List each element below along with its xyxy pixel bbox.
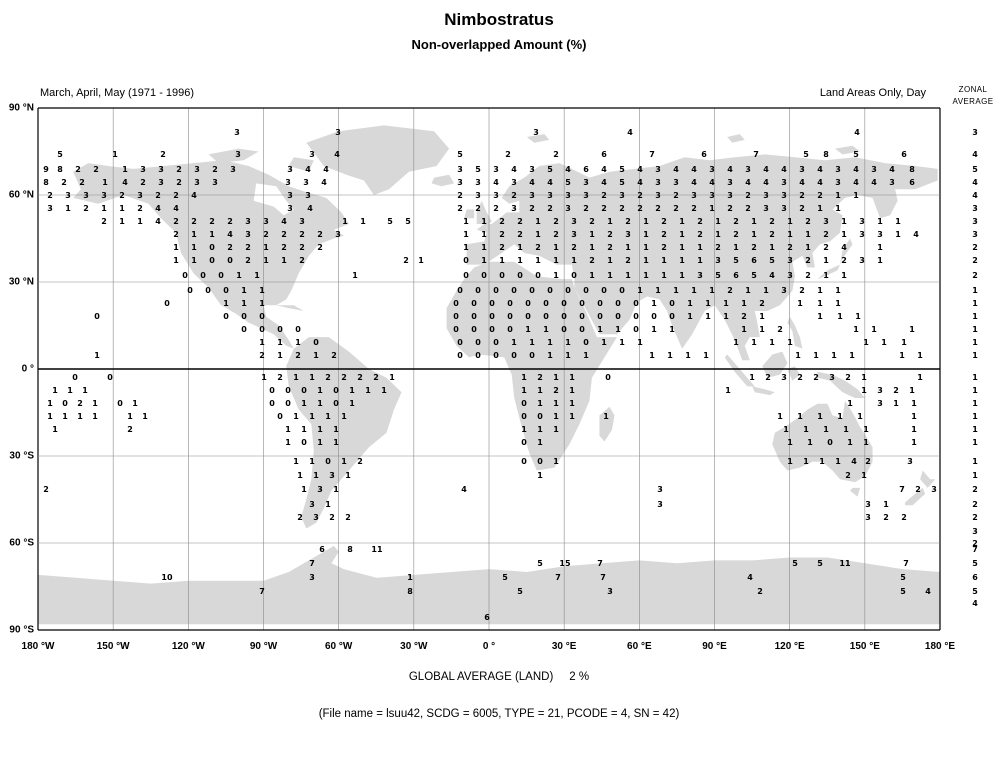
page-subtitle: Non-overlapped Amount (%) [411,37,587,52]
landmass-madagascar [599,406,615,442]
y-tick-label: 0 ° [21,363,34,375]
zonal-header-line2: AVERAGE [952,96,994,106]
file-info-line: (File name = lsuu42, SCDG = 6005, TYPE =… [318,708,680,720]
landmass-iceland [431,174,455,187]
y-tick-label: 30 °S [9,450,34,462]
zonal-header-line1: ZONAL [958,85,988,94]
x-tick-label: 150 °W [96,641,130,652]
landmass-java [752,386,775,396]
y-tick-label: 30 °N [8,276,34,288]
landmass-arctic-islands-2 [288,157,314,172]
landmass-sumatra [724,354,755,387]
x-tick-label: 90 °E [702,641,727,652]
landmass-new-siberian [834,145,861,155]
scope-label: Land Areas Only, Day [819,87,926,99]
landmass-north-america [73,160,349,349]
landmass-new-zealand-north [920,470,936,488]
x-tick-label: 60 °E [627,641,652,652]
x-tick-label: 150 °E [849,641,880,652]
landmass-borneo [762,351,788,378]
landmass-japan [817,238,853,280]
landmass-new-zealand-south [905,487,926,506]
global-average-label: GLOBAL AVERAGE (LAND) [408,671,554,683]
global-average-line: GLOBAL AVERAGE (LAND) 2 % [0,671,998,683]
x-tick-label: 30 °W [400,641,428,652]
x-tick-label: 30 °E [551,641,577,652]
x-tick-label: 90 °W [249,641,278,652]
landmass-new-guinea [817,371,866,398]
y-tick-label: 90 °N [8,102,34,114]
page-title: Nimbostratus [444,10,554,29]
landmass-cuba [276,305,304,311]
map-gridlines [37,107,941,631]
landmass-svalbard [526,134,550,143]
x-tick-label: 120 °E [774,641,805,652]
period-label: March, April, May (1971 - 1996) [40,87,195,99]
global-average-value: 2 % [569,671,590,683]
x-tick-label: 60 °W [324,641,353,652]
landmass-tasmania [850,487,861,497]
landmass-eurasia [466,154,938,361]
landmass-ireland [464,209,475,219]
zonal-average-header: ZONAL AVERAGE [950,84,996,107]
landmass-australia [772,400,873,483]
y-tick-label: 60 °S [9,537,34,549]
landmass-sulawesi [787,366,800,381]
landmass-philippines [787,316,803,349]
landmass-greenland [306,125,450,195]
landmass-britain [476,200,492,224]
landmass-arctic-islands-1 [208,148,259,164]
y-tick-label: 60 °N [8,189,34,201]
x-tick-label: 180 °E [924,641,956,652]
x-tick-label: 180 °W [21,641,55,652]
x-tick-label: 0 ° [482,641,496,652]
y-tick-label: 90 °S [9,624,34,636]
x-tick-label: 120 °W [171,641,205,652]
landmass-south-america [286,337,402,529]
landmass-severnaya [727,134,745,143]
